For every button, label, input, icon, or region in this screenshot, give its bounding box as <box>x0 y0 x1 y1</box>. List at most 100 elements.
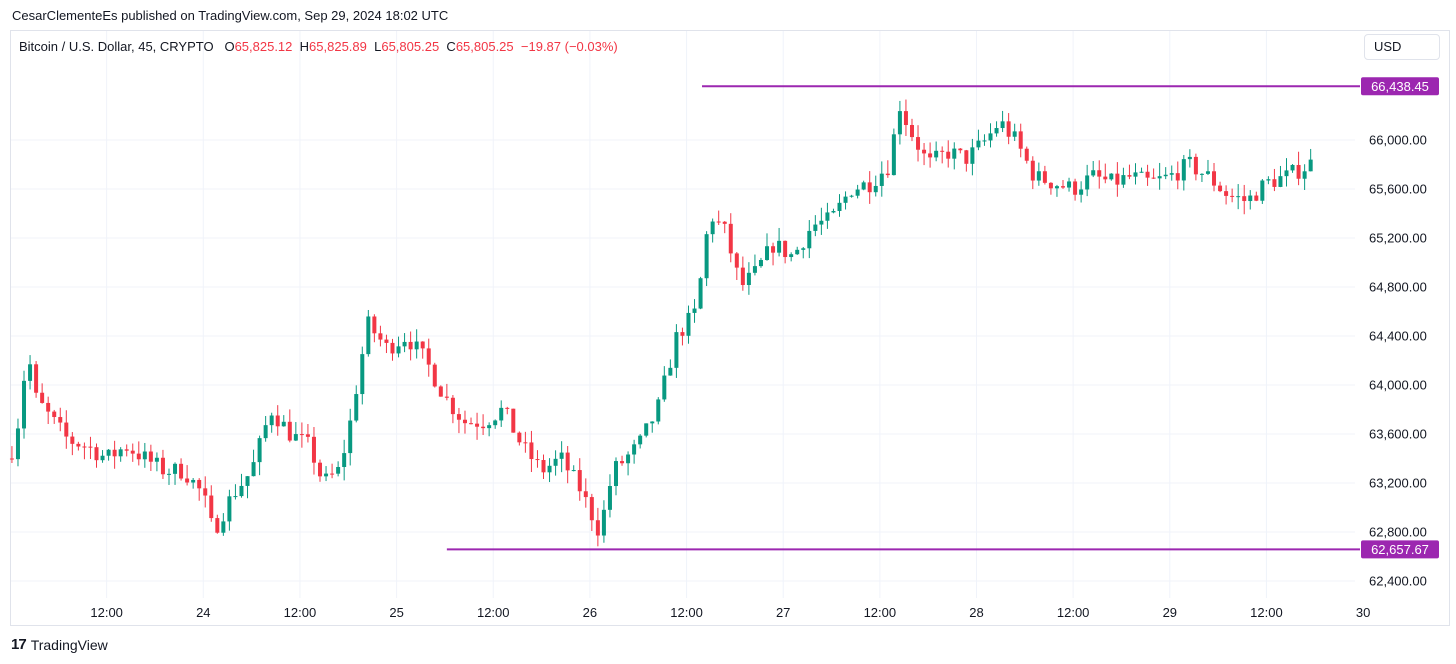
candle-body <box>1145 171 1150 178</box>
chart-grid <box>11 31 1359 598</box>
candle-body <box>22 380 27 429</box>
candle-body <box>1103 176 1108 180</box>
price-tick-label: 63,200.00 <box>1369 476 1427 491</box>
tradingview-footer[interactable]: 17 TradingView <box>11 636 108 653</box>
candle-body <box>179 463 184 479</box>
candle-body <box>1272 179 1277 187</box>
open-label: O <box>224 39 235 54</box>
candle-body <box>746 272 751 286</box>
candle-body <box>293 434 298 441</box>
candle-body <box>1061 186 1066 188</box>
candle-body <box>481 426 486 429</box>
candle-body <box>1079 189 1084 195</box>
candle-body <box>28 364 33 381</box>
candle-body <box>976 140 981 148</box>
candle-body <box>601 509 606 536</box>
candle-body <box>354 394 359 421</box>
candle-body <box>789 254 794 258</box>
candle-body <box>607 486 612 510</box>
candle-body <box>1030 160 1035 181</box>
candle-body <box>70 436 75 444</box>
candle-body <box>154 457 159 462</box>
candle-body <box>52 411 57 418</box>
level-price-tag <box>1361 77 1439 96</box>
candle-body <box>438 386 443 397</box>
candle-body <box>1115 173 1120 185</box>
axis-gap <box>1355 31 1359 598</box>
candle-body <box>517 432 522 443</box>
open-value: 65,825.12 <box>234 39 293 54</box>
candle-body <box>227 496 232 522</box>
price-tick-label: 62,400.00 <box>1369 574 1427 589</box>
candle-body <box>680 332 685 336</box>
candle-body <box>1212 171 1217 186</box>
candle-body <box>112 449 117 457</box>
time-tick-label: 12:00 <box>284 605 317 620</box>
candle-body <box>1296 164 1301 179</box>
candle-body <box>378 333 383 340</box>
candle-body <box>396 346 401 354</box>
candle-body <box>722 221 727 224</box>
candle-body <box>305 434 310 437</box>
candle-body <box>100 455 105 461</box>
candle-body <box>638 435 643 445</box>
candle-body <box>843 196 848 203</box>
candle-body <box>336 466 341 474</box>
candle-body <box>595 520 600 536</box>
candle-body <box>879 173 884 186</box>
candle-body <box>239 485 244 497</box>
time-tick-label: 29 <box>1163 605 1177 620</box>
candle-body <box>909 125 914 138</box>
candle-body <box>988 133 993 141</box>
candle-body <box>324 473 329 477</box>
price-tick-label: 64,400.00 <box>1369 329 1427 344</box>
time-tick-label: 27 <box>776 605 790 620</box>
candle-body <box>1127 175 1132 177</box>
candle-body <box>130 450 135 454</box>
candle-body <box>414 341 419 350</box>
candle-body <box>934 150 939 158</box>
symbol-name[interactable]: Bitcoin / U.S. Dollar, 45, CRYPTO <box>19 39 214 54</box>
candle-body <box>1266 179 1271 181</box>
candle-body <box>970 147 975 164</box>
candle-body <box>777 240 782 253</box>
candle-body <box>1302 171 1307 179</box>
candle-body <box>620 461 625 464</box>
candle-body <box>1175 173 1180 181</box>
candle-body <box>1121 175 1126 185</box>
candle-body <box>535 459 540 461</box>
time-tick-label: 24 <box>196 605 210 620</box>
candle-body <box>342 453 347 467</box>
candle-body <box>348 420 353 454</box>
tradingview-logo-icon: 17 <box>11 636 27 653</box>
candle-body <box>462 419 467 424</box>
time-tick-label: 26 <box>583 605 597 620</box>
candle-body <box>1230 195 1235 197</box>
candle-body <box>1187 156 1192 160</box>
candle-body <box>58 417 63 423</box>
candle-body <box>1163 174 1168 177</box>
low-value: 65,805.25 <box>381 39 440 54</box>
candle-body <box>426 348 431 365</box>
level-price-label: 62,657.67 <box>1371 542 1429 557</box>
candle-body <box>1278 176 1283 187</box>
candle-body <box>1236 196 1241 198</box>
time-tick-label: 12:00 <box>670 605 703 620</box>
currency-button[interactable]: USD <box>1364 34 1440 60</box>
candle-body <box>1000 121 1005 129</box>
close-label: C <box>446 39 456 54</box>
close-value: 65,805.25 <box>455 39 514 54</box>
candle-body <box>704 234 709 279</box>
time-tick-label: 12:00 <box>1057 605 1090 620</box>
candle-body <box>1067 181 1072 188</box>
candle-body <box>873 185 878 193</box>
candle-body <box>1042 171 1047 183</box>
candle-body <box>136 453 141 460</box>
candle-body <box>994 128 999 134</box>
candle-body <box>1036 171 1041 181</box>
candle-body <box>1284 170 1289 177</box>
candle-body <box>559 452 564 459</box>
candle-body <box>475 423 480 427</box>
candle-body <box>523 442 528 444</box>
